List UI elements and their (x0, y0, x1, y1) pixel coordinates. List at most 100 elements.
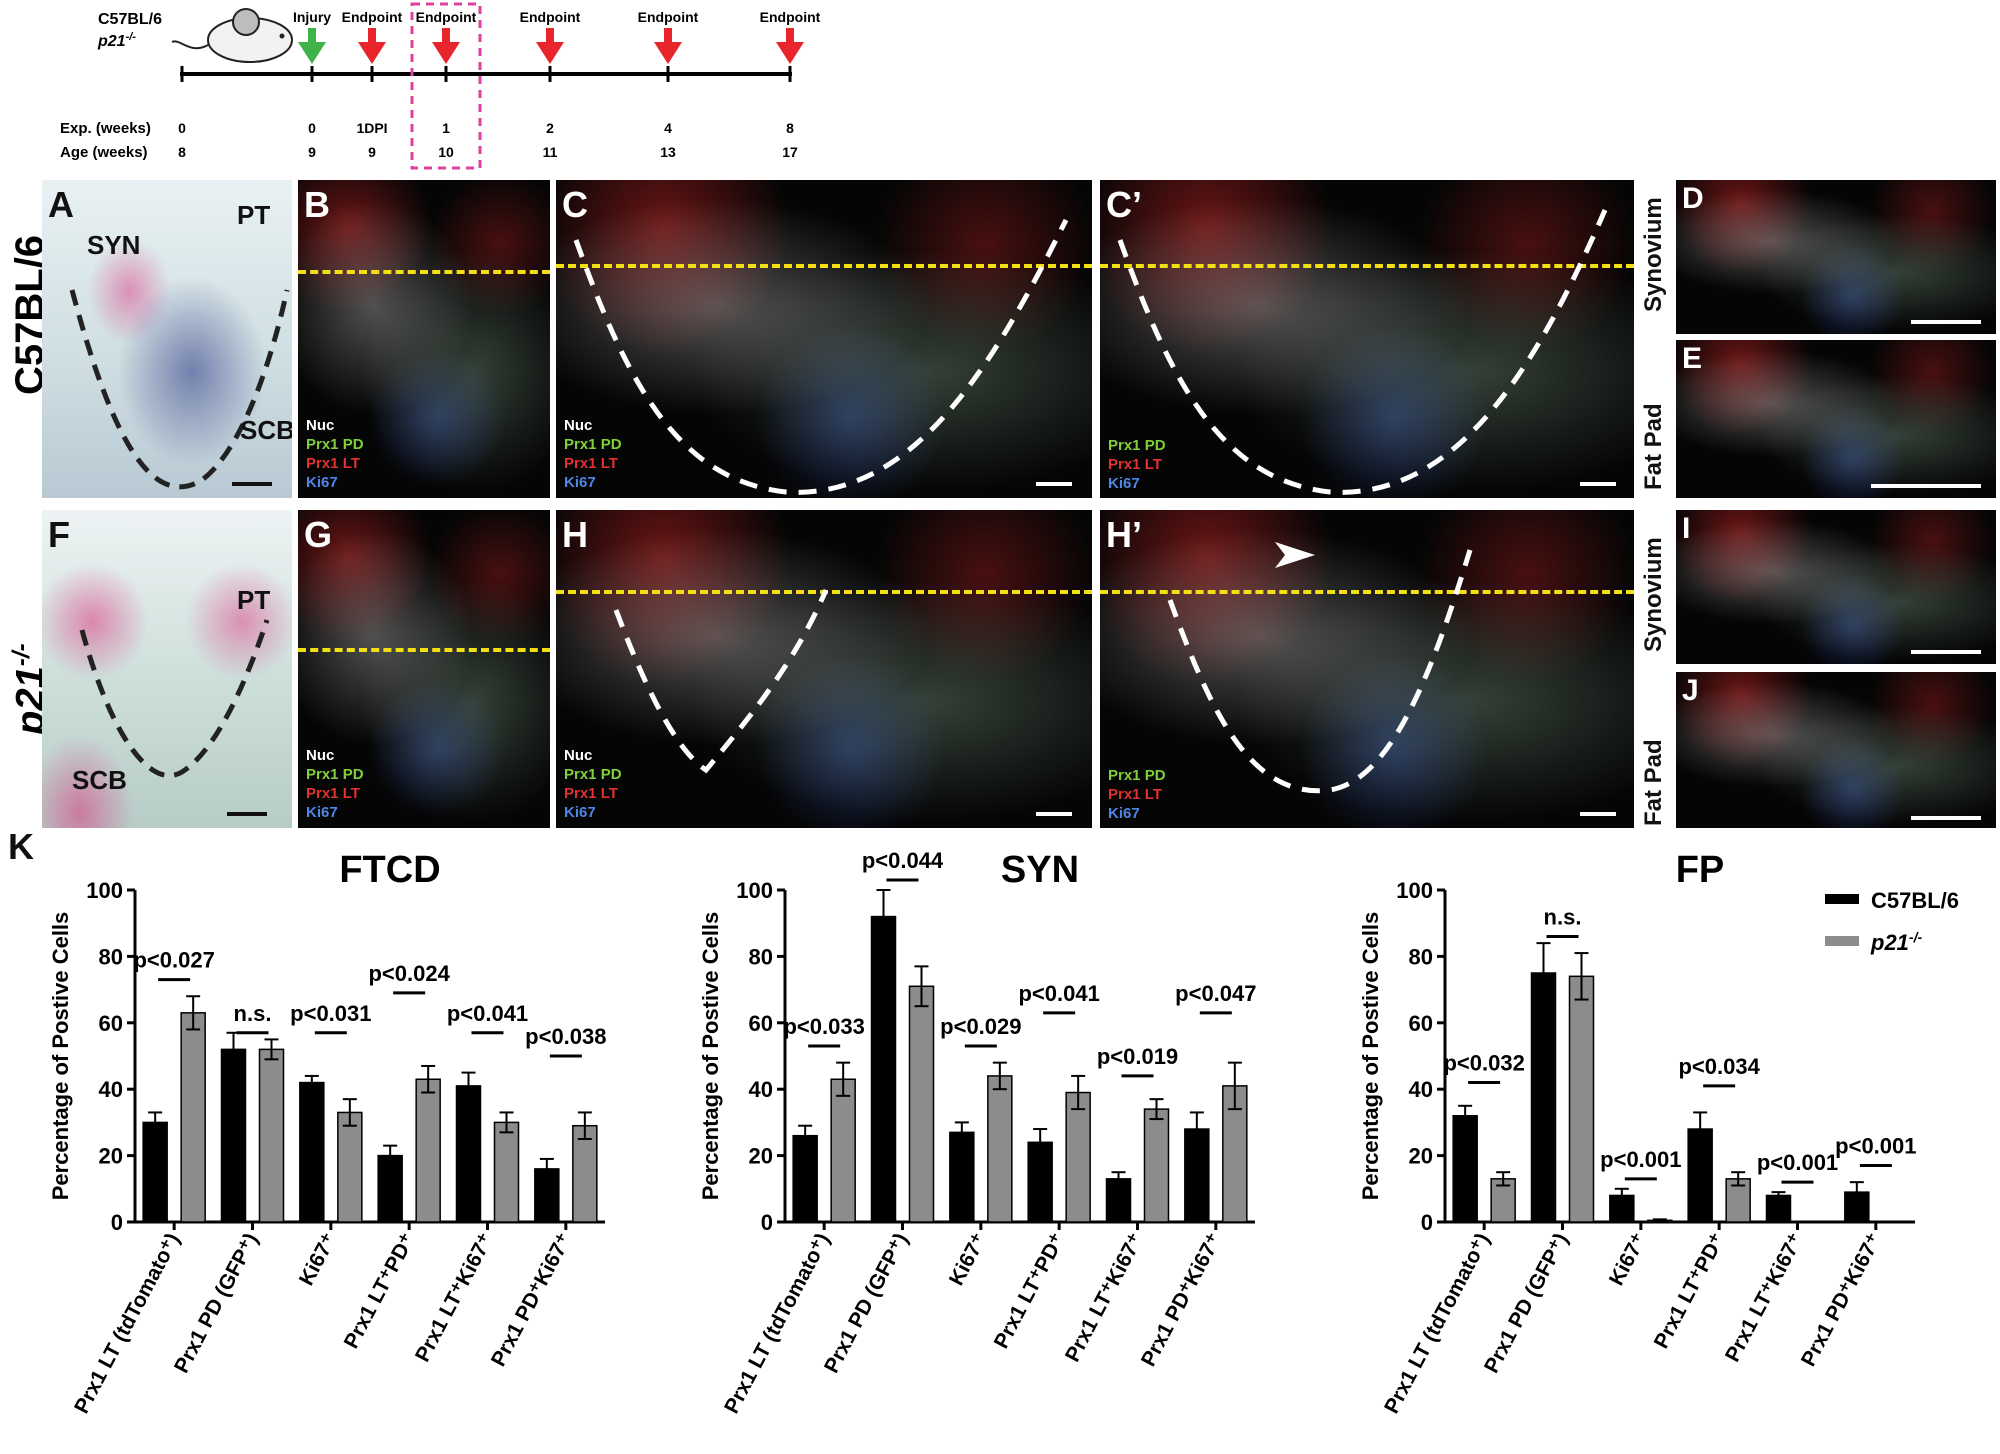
panel-label-c-prime: C’ (1106, 184, 1142, 225)
bar (142, 1121, 168, 1223)
panel-f: F PT SCB (42, 510, 292, 828)
panel-e: E (1676, 340, 1996, 498)
bar (1452, 1115, 1478, 1223)
bar (1065, 1091, 1091, 1223)
scale-bar (1911, 650, 1981, 654)
timeline-points: 0 8 Injury 0 9 Endpoint 1DPI 9 Endpoint 1 10 Endpoi… (178, 9, 821, 160)
scale-bar (1580, 812, 1616, 816)
y-axis-label: Percentage of Postive Cells (48, 912, 73, 1201)
timeline-age-value: 13 (660, 144, 676, 160)
y-tick-label: 100 (736, 878, 773, 903)
x-tick-label: Prx1 LT⁺Ki67⁺ (411, 1230, 498, 1366)
panel-a: A SYN PT SCB (42, 180, 292, 498)
p-value-label: p<0.041 (447, 1001, 528, 1026)
highlight-box (410, 2, 482, 170)
y-tick-label: 60 (99, 1011, 123, 1036)
y-axis-label: Percentage of Postive Cells (698, 912, 723, 1201)
x-tick-label: Prx1 LT⁺PD⁺ (340, 1230, 420, 1353)
bar-chart-syn: SYN Percentage of Postive Cells 0 20 40 60 80 1… (698, 850, 1257, 1418)
y-tick-label: 20 (99, 1144, 123, 1169)
x-tick-label: Prx1 LT (tdTomato⁺) (720, 1230, 834, 1418)
bar (377, 1154, 403, 1223)
timeline-diagram: C57BL/6 p21-/- Exp. (weeks) Age (weeks) … (60, 2, 821, 170)
cartilage-border (1100, 590, 1634, 594)
p-value-label: p<0.031 (290, 1001, 371, 1026)
bar-chart-fp: FP Percentage of Postive Cells 0 20 40 60 80 10… (1358, 850, 1959, 1418)
timeline-exp-value: 0 (178, 120, 186, 136)
timeline-arrow-shaft (442, 28, 450, 46)
scale-bar (1911, 816, 1981, 820)
side-label-synovium: Synovium (1640, 197, 1667, 312)
x-tick-label: Ki67⁺ (945, 1230, 991, 1290)
x-tick-label: Prx1 PD⁺Ki67⁺ (1137, 1230, 1226, 1371)
x-tick-label: Prx1 LT (tdTomato⁺) (70, 1230, 184, 1418)
bar (180, 1012, 206, 1223)
p-value-label: p<0.027 (133, 948, 214, 973)
panel-label-f: F (48, 514, 70, 555)
arrowhead-icon (1275, 542, 1315, 568)
panel-label-d: D (1682, 182, 1704, 215)
y-tick-label: 20 (749, 1144, 773, 1169)
p-value-label: n.s. (234, 1001, 272, 1026)
timeline-age-value: 10 (438, 144, 454, 160)
p-value-label: p<0.001 (1757, 1150, 1838, 1175)
x-tick-label: Prx1 LT⁺Ki67⁺ (1061, 1230, 1148, 1366)
y-tick-label: 100 (1396, 878, 1433, 903)
panel-g: G Nuc Prx1 PD Prx1 LT Ki67 (298, 510, 550, 828)
x-tick-label: Prx1 PD (GFP⁺) (820, 1230, 913, 1377)
scale-bar (1911, 320, 1981, 324)
timeline-exp-value: 1 (442, 120, 450, 136)
bar (792, 1134, 818, 1223)
timeline-event-label: Endpoint (342, 9, 403, 25)
bar (337, 1111, 363, 1223)
stain-legend: Nuc Prx1 PD Prx1 LT Ki67 (306, 747, 364, 821)
timeline-event-label: Endpoint (638, 9, 699, 25)
timeline-arrow-shaft (368, 28, 376, 46)
panel-c: C Nuc Prx1 PD Prx1 LT Ki67 (556, 180, 1092, 498)
y-tick-label: 0 (1421, 1210, 1433, 1235)
bar (949, 1131, 975, 1223)
p-value-label: p<0.019 (1097, 1044, 1178, 1069)
bar (415, 1078, 441, 1223)
stain-legend: Prx1 PD Prx1 LT Ki67 (1108, 437, 1166, 492)
x-tick-label: Prx1 LT (tdTomato⁺) (1380, 1230, 1494, 1418)
p-value-label: p<0.001 (1600, 1147, 1681, 1172)
y-tick-label: 0 (761, 1210, 773, 1235)
legend-label: C57BL/6 (1871, 888, 1959, 913)
timeline-event-label: Endpoint (520, 9, 581, 25)
tag-scb: SCB (240, 415, 292, 445)
bar (299, 1081, 325, 1223)
panel-label-h: H (562, 514, 588, 555)
panel-h-prime: H’ Prx1 PD Prx1 LT Ki67 (1100, 510, 1634, 828)
bar (455, 1085, 482, 1223)
p-value-label: p<0.024 (368, 961, 450, 986)
y-tick-label: 80 (749, 944, 773, 969)
x-tick-label: Ki67⁺ (1605, 1230, 1651, 1290)
cartilage-border (298, 270, 550, 274)
x-tick-label: Prx1 PD (GFP⁺) (170, 1230, 263, 1377)
bar (258, 1048, 285, 1223)
panel-label-e: E (1682, 342, 1703, 375)
tag-pt: PT (237, 585, 271, 615)
timeline-age-value: 9 (368, 144, 376, 160)
y-tick-label: 100 (86, 878, 123, 903)
p-value-label: p<0.034 (1678, 1054, 1760, 1079)
timeline-age-value: 11 (543, 144, 558, 160)
panel-h: H Nuc Prx1 PD Prx1 LT Ki67 (556, 510, 1092, 828)
stain-legend: Nuc Prx1 PD Prx1 LT Ki67 (564, 747, 622, 821)
stain-legend: Prx1 PD Prx1 LT Ki67 (1108, 767, 1166, 822)
x-tick-label: Prx1 LT⁺PD⁺ (990, 1230, 1070, 1353)
bar (987, 1075, 1013, 1223)
y-tick-label: 60 (1409, 1011, 1433, 1036)
side-label-fat-pad: Fat Pad (1640, 403, 1667, 490)
panel-label-b: B (304, 184, 330, 225)
p-value-label: p<0.044 (862, 850, 944, 873)
timeline-arrow-shaft (308, 28, 316, 46)
panel-c-prime: C’ Prx1 PD Prx1 LT Ki67 (1100, 180, 1634, 498)
side-label-synovium: Synovium (1640, 537, 1667, 652)
x-tick-label: Prx1 LT⁺PD⁺ (1650, 1230, 1730, 1353)
timeline-arrow-icon (654, 42, 682, 64)
y-tick-label: 60 (749, 1011, 773, 1036)
chart-title: SYN (1001, 850, 1079, 891)
bar (493, 1121, 520, 1223)
